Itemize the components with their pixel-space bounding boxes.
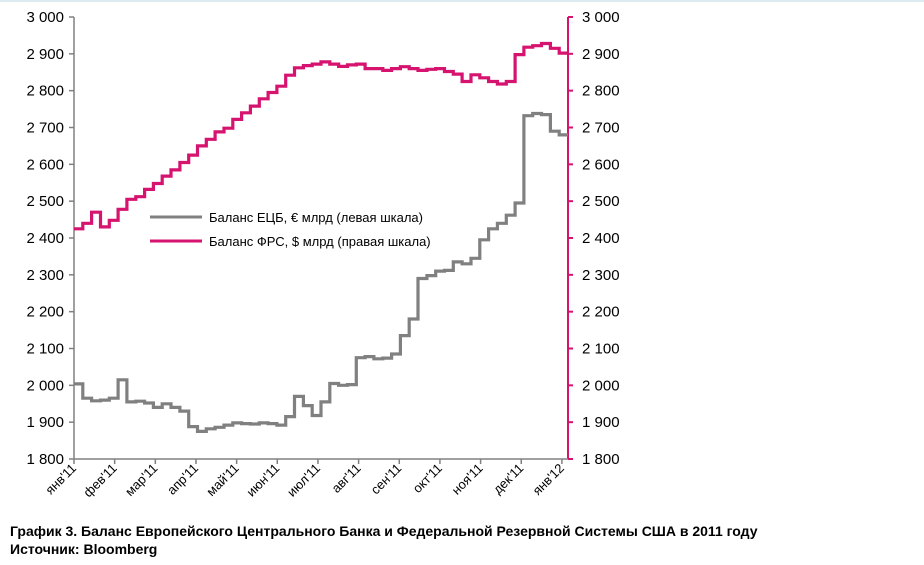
x-tick-label: янв'12 [529, 461, 567, 499]
x-tick-label: сен'11 [368, 461, 405, 498]
x-tick-label: дек'11 [490, 461, 526, 497]
left-tick-label: 1 800 [26, 451, 64, 468]
fed-line [74, 41, 568, 231]
series-fed [74, 41, 568, 231]
x-tick-label: фев'11 [80, 461, 119, 500]
left-tick-label: 2 100 [26, 341, 64, 358]
chart-caption-title: График 3. Баланс Европейского Центрально… [10, 523, 758, 539]
x-tick-label: июл'11 [284, 461, 323, 500]
left-tick-label: 2 300 [26, 267, 64, 284]
left-tick-label: 2 900 [26, 46, 64, 63]
ecb-line [74, 111, 568, 433]
left-tick-label: 2 600 [26, 156, 64, 173]
chart: 3 000 2 900 2 800 2 700 2 600 2 500 2 400 2 300… [0, 0, 924, 500]
x-tick-label: май'11 [203, 461, 241, 499]
right-tick-label: 2 100 [582, 341, 620, 358]
x-tick-label: мар'11 [122, 461, 160, 499]
right-tick-label: 1 900 [582, 414, 620, 431]
left-tick-label: 2 400 [26, 230, 64, 247]
x-tick-label: июн'11 [243, 461, 282, 500]
right-tick-label: 1 800 [582, 451, 620, 468]
legend-label-fed: Баланс ФРС, $ млрд (правая шкала) [209, 234, 431, 249]
legend-label-ecb: Баланс ЕЦБ, € млрд (левая шкала) [209, 210, 423, 225]
left-y-axis: 3 000 2 900 2 800 2 700 2 600 2 500 2 400 2 300… [26, 9, 75, 468]
left-tick-label: 2 800 [26, 83, 64, 100]
right-tick-label: 2 900 [582, 46, 620, 63]
left-tick-label: 2 200 [26, 304, 64, 321]
right-tick-label: 2 000 [582, 377, 620, 394]
right-tick-label: 2 500 [582, 193, 620, 210]
right-tick-label: 2 700 [582, 120, 620, 137]
legend: Баланс ЕЦБ, € млрд (левая шкала) Баланс … [150, 210, 431, 249]
left-tick-label: 2 000 [26, 377, 64, 394]
left-tick-label: 1 900 [26, 414, 64, 431]
left-tick-label: 2 700 [26, 120, 64, 137]
x-tick-label: ноя'11 [449, 461, 486, 498]
left-tick-label: 3 000 [26, 9, 64, 26]
right-tick-label: 2 200 [582, 304, 620, 321]
right-y-axis: 3 000 2 900 2 800 2 700 2 600 2 500 2 400 2 300… [567, 9, 620, 468]
x-axis: янв'11 фев'11 мар'11 апр'11 май'11 июн'11 июл'… [42, 458, 568, 500]
right-tick-label: 2 600 [582, 156, 620, 173]
x-tick-label: апр'11 [164, 461, 201, 498]
right-tick-label: 3 000 [582, 9, 620, 26]
series-ecb [74, 111, 568, 433]
right-tick-label: 2 300 [582, 267, 620, 284]
right-tick-label: 2 800 [582, 83, 620, 100]
left-tick-label: 2 500 [26, 193, 64, 210]
right-tick-label: 2 400 [582, 230, 620, 247]
x-tick-label: окт'11 [410, 461, 445, 496]
x-tick-label: авг'11 [328, 461, 363, 496]
chart-caption-source: Источник: Bloomberg [10, 541, 158, 557]
